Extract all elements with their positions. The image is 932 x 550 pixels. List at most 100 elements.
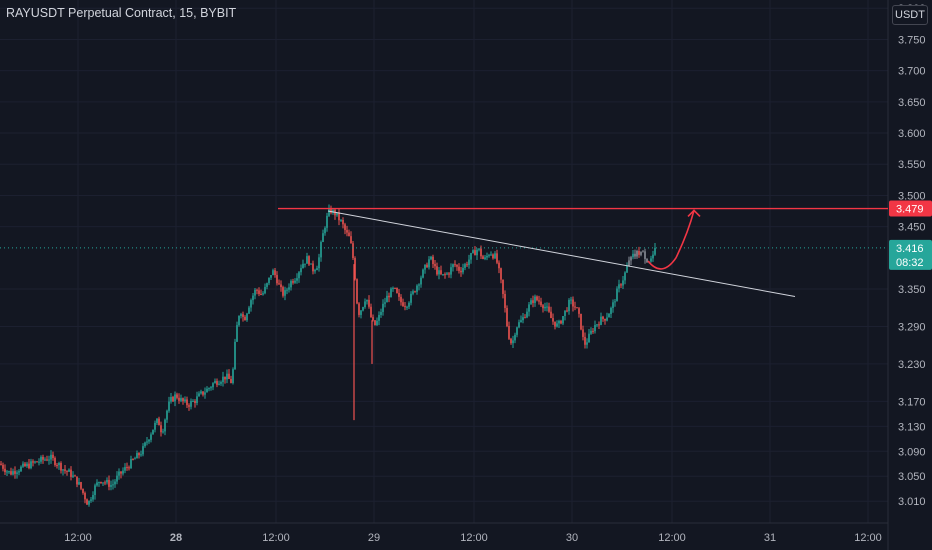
candle-body <box>180 398 182 401</box>
candle-body <box>592 330 594 332</box>
resistance-price-badge <box>889 200 932 217</box>
candle-body <box>248 307 250 314</box>
candle-body <box>320 241 322 258</box>
candle-body <box>62 469 64 471</box>
candle-body <box>280 284 282 288</box>
candle-body <box>70 469 72 477</box>
candle-body <box>182 398 184 402</box>
candle-body <box>516 327 518 335</box>
candle-body <box>210 387 212 389</box>
candle-body <box>242 314 244 317</box>
candle-body <box>202 391 204 395</box>
candle-body <box>142 446 144 455</box>
candle-body <box>496 253 498 263</box>
candle-body <box>462 267 464 273</box>
candle-body <box>158 418 160 426</box>
candle-body <box>234 341 236 370</box>
candle-body <box>146 441 148 443</box>
candle-body <box>316 268 318 271</box>
candle-body <box>502 279 504 294</box>
symbol-title[interactable]: RAYUSDT Perpetual Contract, 15, BYBIT <box>6 6 237 20</box>
candle-body <box>632 253 634 258</box>
candle-body <box>68 469 70 472</box>
candle-body <box>252 295 254 301</box>
candle-body <box>540 301 542 306</box>
candle-body <box>482 256 484 259</box>
currency-label[interactable]: USDT <box>892 5 928 25</box>
candle-body <box>368 299 370 307</box>
trend-line[interactable] <box>327 210 796 298</box>
candle-body <box>22 463 24 467</box>
candle-body <box>184 399 186 402</box>
candle-body <box>326 215 328 228</box>
candle-body <box>634 253 636 257</box>
candle-body <box>374 320 376 326</box>
candle-body <box>314 270 316 272</box>
price-tick-label: 3.170 <box>898 396 926 408</box>
candle-body <box>4 468 6 473</box>
candle-body <box>620 284 622 286</box>
candle-body <box>512 340 514 344</box>
candle-body <box>140 454 142 456</box>
candle-body <box>56 464 58 466</box>
price-tick-label: 3.750 <box>898 34 926 46</box>
candle-body <box>262 293 264 295</box>
candle-body <box>278 283 280 285</box>
candle-body <box>474 250 476 256</box>
candle-body <box>348 232 350 237</box>
candle-body <box>498 262 500 269</box>
candle-body <box>102 482 104 484</box>
candle-body <box>82 488 84 493</box>
candle-body <box>490 254 492 256</box>
candle-body <box>76 476 78 485</box>
candle-body <box>302 263 304 269</box>
candle-body <box>392 287 394 289</box>
candle-body <box>468 259 470 265</box>
projection-arrow[interactable] <box>647 210 695 270</box>
candle-body <box>266 283 268 287</box>
candle-body <box>480 248 482 257</box>
candle-body <box>426 264 428 268</box>
price-axis[interactable] <box>888 0 932 550</box>
candle-body <box>156 418 158 423</box>
candle-body <box>376 320 378 326</box>
candles <box>0 204 656 507</box>
candle-body <box>652 254 654 259</box>
candle-body <box>546 306 548 308</box>
candle-body <box>206 388 208 393</box>
candle-body <box>216 380 218 385</box>
candle-body <box>126 467 128 469</box>
candle-body <box>458 266 460 271</box>
candle-body <box>606 317 608 321</box>
candle-body <box>24 463 26 467</box>
candle-body <box>574 306 576 308</box>
time-axis[interactable] <box>0 523 888 550</box>
candle-body <box>494 253 496 259</box>
time-tick-label: 12:00 <box>262 532 290 544</box>
price-tick-label: 3.050 <box>898 471 926 483</box>
candle-body <box>440 270 442 275</box>
candle-body <box>406 306 408 308</box>
candle-body <box>416 285 418 292</box>
time-tick-label: 31 <box>764 532 776 544</box>
candle-body <box>54 458 56 465</box>
candle-body <box>50 454 52 460</box>
candle-body <box>322 233 324 242</box>
candle-body <box>550 311 552 319</box>
candle-body <box>38 461 40 463</box>
candle-body <box>190 401 192 407</box>
price-tick-label: 3.130 <box>898 421 926 433</box>
candle-body <box>300 268 302 273</box>
price-tick-label: 3.650 <box>898 97 926 109</box>
candle-body <box>138 453 140 456</box>
candle-body <box>246 313 248 321</box>
candle-body <box>524 317 526 319</box>
candle-body <box>332 209 334 213</box>
candle-body <box>618 284 620 289</box>
candle-body <box>432 256 434 265</box>
candle-body <box>616 288 618 302</box>
price-tick-label: 3.500 <box>898 190 926 202</box>
candle-body <box>310 263 312 265</box>
